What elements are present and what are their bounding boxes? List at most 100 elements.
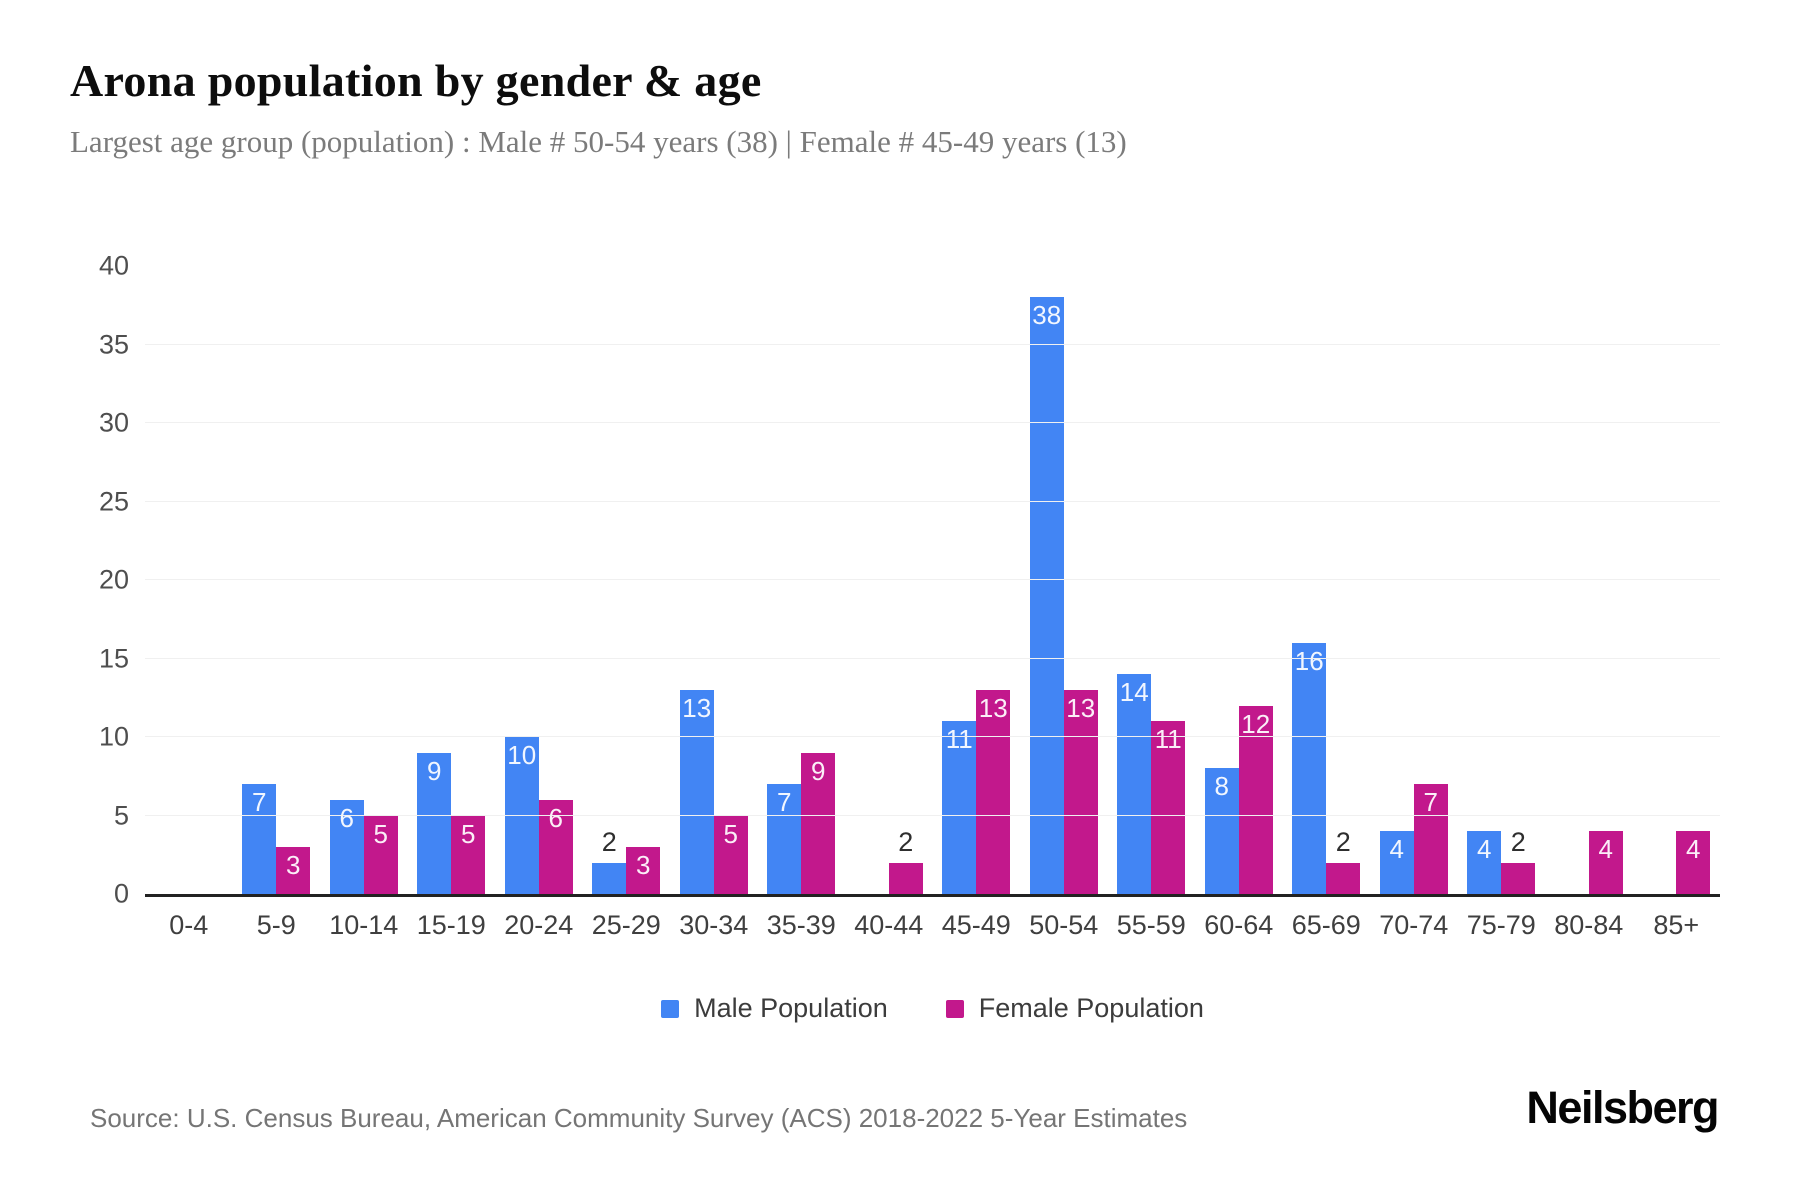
bar-group: 38 13 bbox=[1020, 266, 1108, 894]
bar-value-label: 4 bbox=[1686, 834, 1701, 865]
bar-value-label: 5 bbox=[461, 818, 476, 849]
plot-area: 7 3 6 5 9 5 10 6 2 3 13 5 7 9 2 11 13 38 13 14 11 8 12 16 2 4 7 4 2 4… bbox=[99, 252, 1720, 907]
y-tick-label: 40 bbox=[98, 250, 129, 281]
x-tick-label: 10-14 bbox=[329, 910, 399, 940]
male-bar: 4 bbox=[1379, 831, 1414, 894]
chart-subtitle: Largest age group (population) : Male # … bbox=[70, 124, 1127, 159]
bar-value-label: 38 bbox=[1032, 300, 1062, 331]
female-bar: 3 bbox=[626, 846, 661, 894]
female-bar: 11 bbox=[1151, 721, 1186, 894]
gridline bbox=[145, 657, 1720, 659]
male-bar: 13 bbox=[679, 689, 714, 894]
bar-value-label: 6 bbox=[548, 802, 563, 833]
bar-value-label: 9 bbox=[811, 755, 826, 786]
bar-value-label: 7 bbox=[1423, 787, 1438, 818]
bar-value-label: 3 bbox=[636, 849, 651, 880]
gridline bbox=[145, 736, 1720, 737]
bar-value-label: 7 bbox=[777, 787, 792, 818]
bar-group: 14 11 bbox=[1108, 266, 1196, 894]
y-tick-label: 25 bbox=[98, 486, 129, 516]
bar-group: 13 5 bbox=[670, 266, 758, 894]
female-bar: 6 bbox=[538, 799, 573, 894]
gridline bbox=[145, 814, 1720, 816]
bar-group bbox=[145, 266, 233, 894]
bar-value-label: 13 bbox=[978, 692, 1008, 723]
x-tick-label: 35-39 bbox=[766, 910, 836, 940]
bar-value-label: 12 bbox=[1241, 708, 1271, 739]
male-bar: 14 bbox=[1117, 674, 1152, 894]
female-bar: 2 bbox=[1326, 828, 1361, 894]
male-bar: 11 bbox=[942, 721, 977, 894]
bar-value-label: 9 bbox=[427, 755, 442, 786]
bar-value-label: 7 bbox=[252, 787, 267, 818]
bar-group: 10 6 bbox=[495, 266, 583, 894]
x-tick-label: 25-29 bbox=[591, 910, 661, 940]
male-bar: 4 bbox=[1467, 831, 1502, 894]
female-bar: 5 bbox=[451, 815, 486, 894]
female-bar: 3 bbox=[276, 846, 311, 894]
x-tick-label: 80-84 bbox=[1554, 910, 1624, 940]
legend-swatch bbox=[661, 999, 680, 1018]
x-tick-label: 40-44 bbox=[854, 910, 924, 940]
y-tick-label: 20 bbox=[98, 564, 129, 595]
female-bar: 9 bbox=[801, 752, 836, 894]
legend-item-male: Male Population bbox=[661, 993, 888, 1024]
bar-value-label: 11 bbox=[1154, 724, 1182, 755]
bar-value-label: 2 bbox=[1335, 826, 1351, 857]
x-tick-label: 15-19 bbox=[416, 910, 486, 940]
female-bar: 2 bbox=[888, 828, 923, 894]
female-bar: 13 bbox=[1063, 689, 1098, 894]
bar-value-label: 4 bbox=[1389, 834, 1404, 865]
x-tick-label: 60-64 bbox=[1204, 910, 1274, 940]
bar-value-label: 2 bbox=[898, 826, 914, 857]
y-tick-label: 0 bbox=[113, 878, 129, 909]
x-tick-label: 5-9 bbox=[256, 910, 296, 940]
female-bar: 4 bbox=[1676, 831, 1711, 894]
bar-group: 8 12 bbox=[1195, 266, 1283, 894]
male-bar: 7 bbox=[242, 784, 277, 894]
bar-value-label: 2 bbox=[601, 826, 617, 857]
x-tick-label: 85+ bbox=[1653, 910, 1700, 940]
bar-group: 11 13 bbox=[933, 266, 1021, 894]
male-bar: 8 bbox=[1204, 768, 1239, 894]
gridline bbox=[145, 579, 1720, 580]
x-tick-label: 70-74 bbox=[1379, 910, 1449, 940]
bar-value-label: 14 bbox=[1119, 677, 1149, 708]
gridline bbox=[145, 500, 1720, 502]
x-tick-label: 0-4 bbox=[169, 910, 209, 940]
female-bar: 7 bbox=[1413, 784, 1448, 894]
male-bar: 2 bbox=[592, 828, 627, 894]
x-tick-label: 30-34 bbox=[679, 910, 749, 940]
x-tick-label: 55-59 bbox=[1116, 910, 1186, 940]
female-bar: 4 bbox=[1588, 831, 1623, 894]
bar-value-label: 13 bbox=[682, 692, 712, 723]
female-bar: 12 bbox=[1238, 705, 1273, 894]
bar-value-label: 4 bbox=[1598, 834, 1613, 865]
x-tick-label: 20-24 bbox=[504, 910, 574, 940]
bar-value-label: 6 bbox=[339, 802, 354, 833]
male-bar: 38 bbox=[1029, 297, 1064, 894]
bar-group: 4 bbox=[1545, 266, 1633, 894]
bar-group: 2 bbox=[845, 266, 933, 894]
bar-value-label: 10 bbox=[507, 740, 537, 770]
x-tick-label: 50-54 bbox=[1029, 910, 1099, 940]
gridline bbox=[145, 422, 1720, 423]
footer: Source: U.S. Census Bureau, American Com… bbox=[90, 1082, 1719, 1134]
legend-swatch bbox=[945, 999, 964, 1018]
y-tick-label: 10 bbox=[98, 721, 129, 752]
legend-label: Female Population bbox=[978, 993, 1204, 1023]
source-text: Source: U.S. Census Bureau, American Com… bbox=[90, 1103, 1188, 1133]
bar-group: 16 2 bbox=[1283, 266, 1371, 894]
gridline bbox=[145, 343, 1720, 345]
male-bar: 16 bbox=[1292, 642, 1327, 894]
x-tick-label: 75-79 bbox=[1466, 910, 1536, 940]
bar-value-label: 5 bbox=[373, 818, 388, 849]
